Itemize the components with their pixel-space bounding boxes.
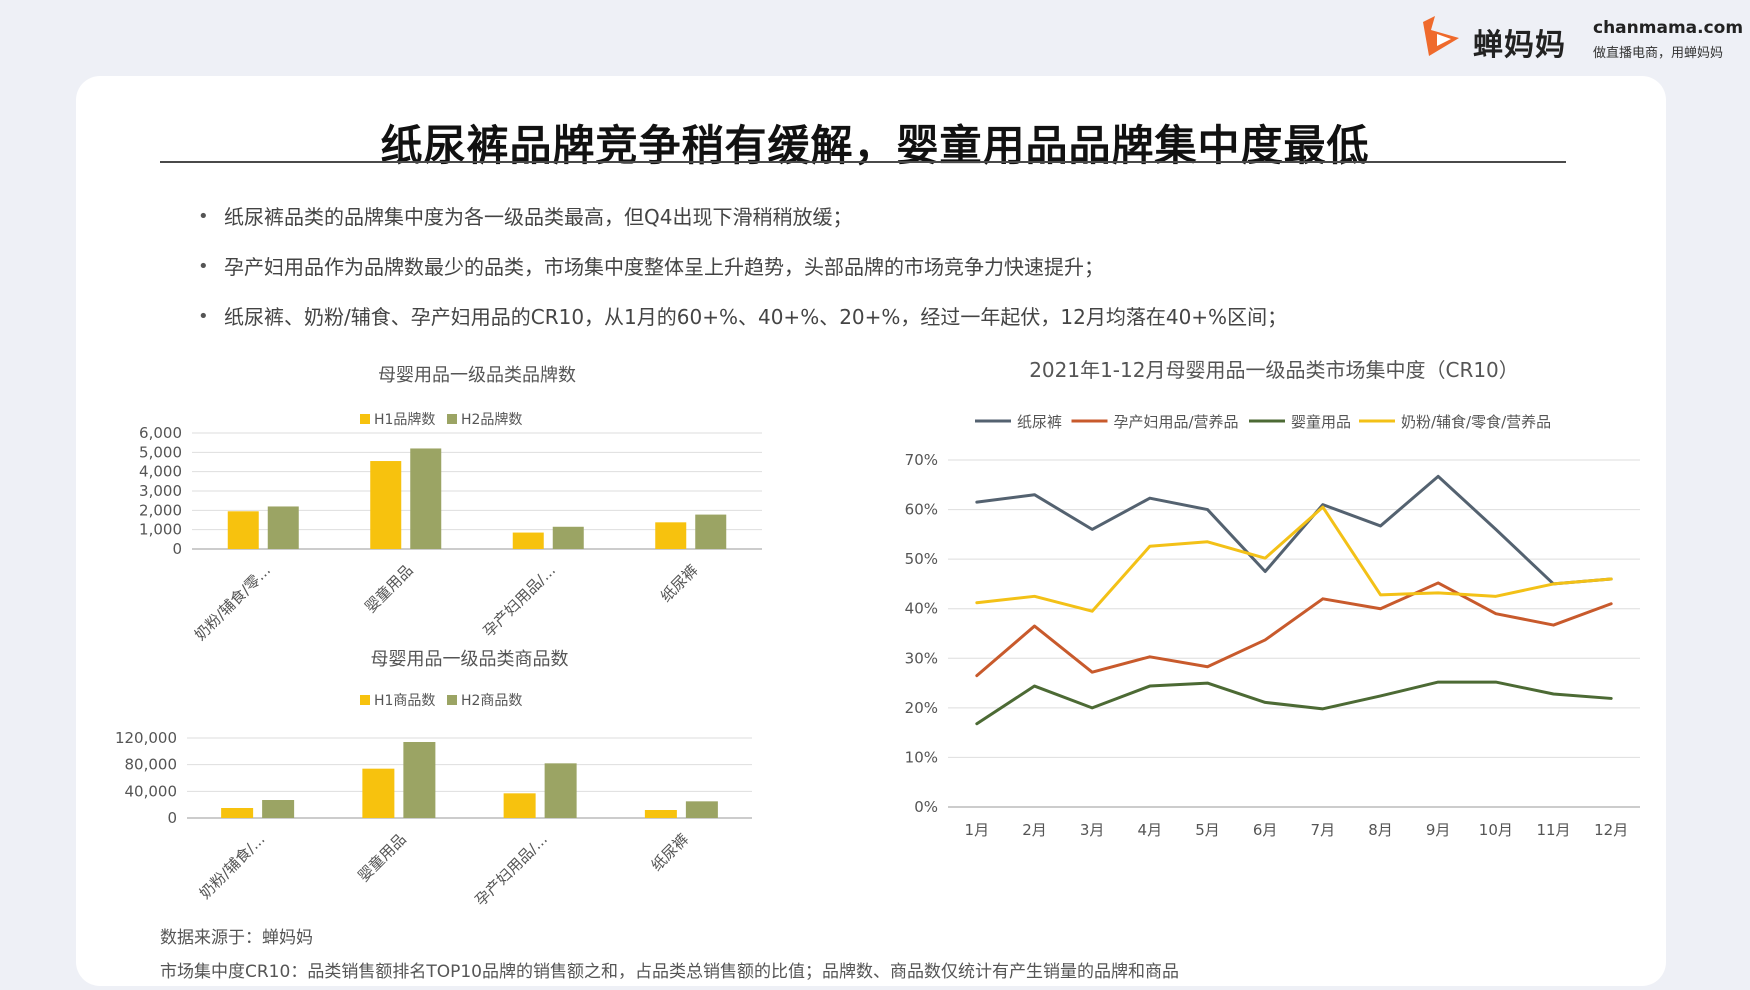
chanmama-logo-icon <box>1423 16 1459 56</box>
x-tick-label: 11月 <box>1536 821 1570 839</box>
bullet-item: 纸尿裤、奶粉/辅食、孕产妇用品的CR10，从1月的60+%、40+%、20+%，… <box>198 300 1498 350</box>
chart-title: 母婴用品一级品类商品数 <box>371 649 569 670</box>
x-tick-label: 奶粉/辅食/零... <box>191 561 274 644</box>
legend-label: H1品牌数 <box>374 411 435 428</box>
y-tick-label: 20% <box>905 699 938 717</box>
bar <box>512 532 544 549</box>
bullet-item: 纸尿裤品类的品牌集中度为各一级品类最高，但Q4出现下滑稍稍放缓； <box>198 200 1498 250</box>
legend-swatch <box>447 414 457 424</box>
series-line <box>975 505 1613 613</box>
x-tick-label: 纸尿裤 <box>657 561 702 606</box>
bar <box>644 810 677 818</box>
x-tick-label: 孕产妇用品/... <box>480 561 559 640</box>
y-tick-label: 4,000 <box>139 463 182 481</box>
x-tick-label: 1月 <box>965 821 990 839</box>
y-tick-label: 60% <box>905 501 938 519</box>
series-line <box>975 474 1613 586</box>
source-note: 数据来源于：蝉妈妈 <box>160 928 313 948</box>
y-tick-label: 6,000 <box>139 424 182 442</box>
x-tick-label: 9月 <box>1426 821 1451 839</box>
x-tick-label: 6月 <box>1253 821 1278 839</box>
bar <box>685 801 718 818</box>
y-tick-label: 0% <box>914 798 938 816</box>
y-tick-label: 0 <box>172 540 182 558</box>
series-line <box>975 680 1613 726</box>
bar <box>370 461 402 549</box>
bullet-item: 孕产妇用品作为品牌数最少的品类，市场集中度整体呈上升趋势，头部品牌的市场竞争力快… <box>198 250 1498 300</box>
y-tick-label: 30% <box>905 649 938 667</box>
bar <box>655 522 687 549</box>
bar <box>267 506 299 549</box>
brand-count-bar-chart: 母婴用品一级品类品牌数 H1品牌数 H2品牌数 01,000 2,0003,0004,0… <box>139 365 762 644</box>
bar <box>552 526 584 549</box>
bar <box>410 448 442 549</box>
legend-label: 婴童用品 <box>1291 413 1351 431</box>
y-tick-label: 120,000 <box>115 729 177 747</box>
brand-site: chanmama.com <box>1593 18 1744 38</box>
y-tick-label: 1,000 <box>139 521 182 539</box>
legend-swatch <box>447 695 457 705</box>
legend-label: 纸尿裤 <box>1017 413 1062 431</box>
y-tick-label: 70% <box>905 451 938 469</box>
legend-swatch <box>360 414 370 424</box>
y-tick-label: 40,000 <box>125 782 178 800</box>
cr10-line-chart: 2021年1-12月母婴用品一级品类市场集中度（CR10） 纸尿裤 孕产妇用品/营养… <box>905 358 1640 839</box>
brand-slogan: 做直播电商，用蝉妈妈 <box>1593 46 1724 61</box>
x-tick-label: 孕产妇用品/... <box>472 830 551 909</box>
x-tick-label: 奶粉/辅食/... <box>196 830 268 902</box>
legend-label: H2品牌数 <box>461 411 522 428</box>
y-tick-label: 3,000 <box>139 482 182 500</box>
x-tick-label: 4月 <box>1138 821 1163 839</box>
bar <box>695 514 727 549</box>
bar <box>221 808 254 818</box>
page-title: 纸尿裤品牌竞争稍有缓解，婴童用品品牌集中度最低 <box>380 121 1370 170</box>
bar <box>362 768 395 818</box>
x-tick-label: 婴童用品 <box>361 561 416 616</box>
legend-swatch <box>360 695 370 705</box>
y-tick-label: 0 <box>167 809 177 827</box>
bar <box>503 793 536 818</box>
legend-label: H1商品数 <box>374 693 435 709</box>
bar <box>403 742 436 818</box>
y-tick-label: 80,000 <box>125 756 178 774</box>
product-count-bar-chart: 母婴用品一级品类商品数 H1商品数 H2商品数 0 40,000 80,000 120,00… <box>115 649 752 910</box>
y-tick-label: 40% <box>905 600 938 618</box>
brand-name: 蝉妈妈 <box>1473 28 1566 63</box>
y-tick-label: 5,000 <box>139 443 182 461</box>
x-tick-label: 5月 <box>1195 821 1220 839</box>
title-divider <box>160 161 1566 163</box>
legend-label: H2商品数 <box>461 693 522 709</box>
x-tick-label: 2月 <box>1022 821 1047 839</box>
x-tick-label: 3月 <box>1080 821 1105 839</box>
x-tick-label: 10月 <box>1479 821 1513 839</box>
y-tick-label: 10% <box>905 748 938 766</box>
x-tick-label: 婴童用品 <box>355 830 410 885</box>
summary-bullets: 纸尿裤品类的品牌集中度为各一级品类最高，但Q4出现下滑稍稍放缓； 孕产妇用品作为… <box>198 200 1498 350</box>
definition-note: 市场集中度CR10：品类销售额排名TOP10品牌的销售额之和，占品类总销售额的比… <box>160 962 1179 982</box>
x-tick-label: 7月 <box>1311 821 1336 839</box>
x-tick-label: 12月 <box>1594 821 1628 839</box>
legend-label: 奶粉/辅食/零食/营养品 <box>1401 413 1551 431</box>
chart-title: 母婴用品一级品类品牌数 <box>378 365 576 386</box>
chart-title: 2021年1-12月母婴用品一级品类市场集中度（CR10） <box>1029 358 1519 382</box>
y-tick-label: 2,000 <box>139 501 182 519</box>
bar <box>262 800 295 818</box>
legend-label: 孕产妇用品/营养品 <box>1114 413 1239 431</box>
x-tick-label: 纸尿裤 <box>648 830 693 875</box>
y-tick-label: 50% <box>905 550 938 568</box>
series-line <box>975 581 1613 678</box>
bar <box>544 763 577 818</box>
bar <box>227 511 259 549</box>
x-tick-label: 8月 <box>1368 821 1393 839</box>
brand-logo: 蝉妈妈 chanmama.com 做直播电商，用蝉妈妈 <box>1415 12 1743 72</box>
